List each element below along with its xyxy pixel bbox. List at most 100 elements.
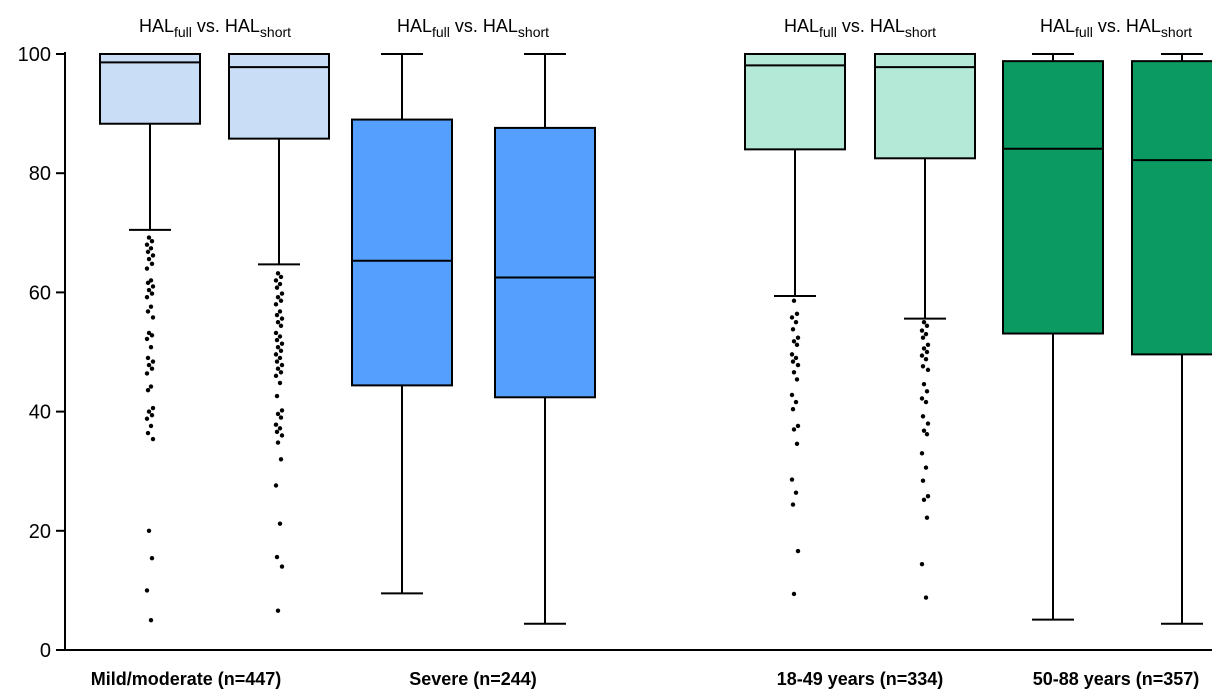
outlier-point bbox=[145, 280, 151, 286]
outlier-point bbox=[920, 478, 926, 483]
outlier-point bbox=[146, 256, 152, 262]
outlier-point bbox=[273, 422, 279, 427]
outlier-point bbox=[925, 494, 931, 499]
outlier-point bbox=[791, 427, 797, 432]
outlier-point bbox=[145, 355, 151, 361]
box-6 bbox=[874, 53, 976, 600]
outlier-point bbox=[791, 298, 797, 303]
outlier-point bbox=[273, 278, 279, 283]
outlier-point bbox=[273, 352, 279, 357]
outlier-point bbox=[146, 409, 152, 414]
y-tick-label: 0 bbox=[40, 640, 51, 662]
outlier-point bbox=[793, 399, 799, 405]
outlier-point bbox=[274, 554, 280, 560]
outlier-point bbox=[149, 556, 155, 561]
header-text: HAL bbox=[784, 16, 819, 36]
outlier-point bbox=[275, 345, 281, 350]
outlier-point bbox=[793, 490, 799, 495]
outlier-point bbox=[279, 362, 285, 368]
header-text: HAL bbox=[1040, 16, 1075, 36]
header-subscript: full bbox=[432, 24, 450, 40]
outlier-point bbox=[150, 253, 156, 258]
outlier-point bbox=[279, 291, 285, 296]
group-label: 50-88 years (n=357) bbox=[1033, 669, 1200, 689]
outlier-point bbox=[146, 235, 152, 240]
outlier-point bbox=[925, 421, 931, 426]
outlier-point bbox=[924, 349, 930, 355]
outlier-point bbox=[144, 588, 150, 593]
y-tick-label: 60 bbox=[29, 282, 51, 304]
outlier-point bbox=[148, 618, 154, 623]
outlier-point bbox=[278, 274, 284, 280]
outlier-point bbox=[795, 362, 801, 368]
outlier-point bbox=[144, 416, 150, 421]
outlier-point bbox=[278, 457, 284, 462]
outlier-point bbox=[146, 330, 152, 336]
outlier-point bbox=[924, 389, 930, 394]
box-5 bbox=[744, 53, 846, 597]
outlier-point bbox=[789, 315, 795, 320]
outlier-point bbox=[924, 432, 930, 437]
outlier-point bbox=[924, 323, 930, 328]
outlier-point bbox=[791, 591, 797, 597]
box-iqr bbox=[1002, 60, 1104, 335]
outlier-point bbox=[924, 515, 930, 520]
outlier-point bbox=[791, 339, 797, 344]
outlier-point bbox=[794, 311, 800, 317]
outlier-point bbox=[794, 441, 800, 446]
outlier-point bbox=[144, 266, 150, 271]
y-tick-label: 20 bbox=[29, 521, 51, 543]
header-text: vs. bbox=[450, 16, 483, 36]
header-text: vs. bbox=[192, 16, 225, 36]
axes: 0 20 40 60 80 100 bbox=[18, 44, 1212, 662]
header-text: HAL bbox=[1126, 16, 1161, 36]
box-8 bbox=[1131, 53, 1212, 625]
header-subscript: full bbox=[174, 24, 192, 40]
header-text: HAL bbox=[870, 16, 905, 36]
outlier-point bbox=[149, 333, 155, 338]
box-7 bbox=[1002, 53, 1104, 621]
outlier-point bbox=[920, 414, 926, 419]
outlier-point bbox=[921, 381, 927, 387]
group-label: 18-49 years (n=334) bbox=[777, 669, 944, 689]
outlier-point bbox=[279, 433, 285, 438]
outlier-point bbox=[920, 335, 926, 340]
outlier-point bbox=[789, 392, 795, 398]
outlier-point bbox=[148, 345, 154, 350]
outlier-point bbox=[919, 396, 925, 401]
outlier-point bbox=[275, 294, 281, 300]
group-label: Mild/moderate (n=447) bbox=[91, 669, 282, 689]
outlier-point bbox=[794, 342, 800, 348]
outlier-point bbox=[278, 370, 284, 375]
box-4 bbox=[494, 53, 596, 625]
outlier-point bbox=[919, 561, 925, 567]
box-3 bbox=[351, 53, 453, 595]
outlier-point bbox=[275, 366, 281, 371]
outlier-point bbox=[275, 440, 281, 445]
group-labels: Mild/moderate (n=447) Severe (n=244) 18-49… bbox=[91, 669, 1200, 689]
outlier-point bbox=[148, 246, 154, 251]
outlier-point bbox=[277, 380, 283, 386]
y-tick-label: 100 bbox=[18, 44, 51, 66]
outlier-point bbox=[273, 373, 279, 379]
outlier-point bbox=[795, 335, 801, 340]
outlier-point bbox=[145, 430, 151, 436]
box-iqr bbox=[351, 118, 453, 387]
outlier-point bbox=[790, 407, 796, 412]
outlier-point bbox=[923, 356, 929, 362]
outlier-point bbox=[793, 320, 799, 325]
outlier-point bbox=[794, 377, 800, 382]
outlier-point bbox=[279, 316, 285, 321]
outlier-point bbox=[274, 359, 280, 364]
outlier-point bbox=[279, 408, 285, 413]
outlier-point bbox=[274, 393, 280, 399]
outlier-point bbox=[921, 428, 927, 433]
outlier-point bbox=[923, 331, 929, 337]
header-subscript: full bbox=[1075, 24, 1093, 40]
outlier-point bbox=[150, 436, 156, 442]
outlier-point bbox=[919, 451, 925, 456]
outlier-point bbox=[274, 429, 280, 435]
outlier-point bbox=[275, 608, 281, 613]
outlier-point bbox=[149, 291, 155, 296]
